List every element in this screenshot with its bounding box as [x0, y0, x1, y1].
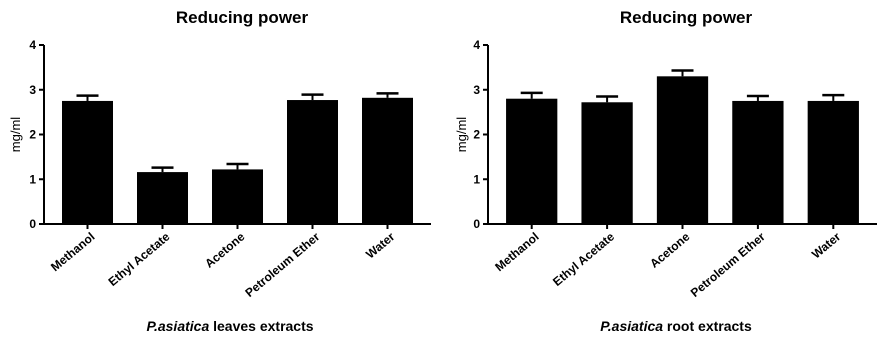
y-tick-label: 2 — [29, 128, 36, 142]
x-axis-caption: P.asiatica root extracts — [600, 318, 752, 334]
y-tick-label: 4 — [473, 38, 480, 52]
bar — [287, 100, 338, 224]
category-label: Methanol — [492, 230, 541, 275]
category-label: Acetone — [647, 229, 693, 270]
bar — [506, 98, 558, 224]
y-tick-label: 3 — [29, 83, 36, 97]
chart-panel-2: Reducing power mg/ml 0 1 2 3 4 Methanol Ethyl Ac… — [454, 8, 877, 334]
chart-title: Reducing power — [620, 8, 753, 27]
category-label: Petroleum Ether — [242, 229, 322, 300]
chart-panel-1: Reducing power mg/ml 0 1 2 3 4 Methanol Ethyl Ac… — [8, 8, 431, 334]
y-tick-label: 1 — [29, 172, 36, 186]
caption-rest: leaves extracts — [209, 318, 314, 334]
y-axis-label: mg/ml — [454, 117, 469, 153]
caption-rest: root extracts — [663, 318, 752, 334]
y-tick-label: 0 — [29, 217, 36, 231]
bar — [581, 102, 633, 224]
y-tick-label: 4 — [29, 38, 36, 52]
category-label: Methanol — [48, 230, 97, 275]
species-name: P.asiatica — [600, 318, 663, 334]
category-label: Ethyl Acetate — [106, 229, 173, 289]
bar — [137, 172, 188, 224]
category-label: Acetone — [202, 229, 248, 270]
chart-title: Reducing power — [176, 8, 309, 27]
y-tick-label: 0 — [473, 217, 480, 231]
y-tick-label: 3 — [473, 83, 480, 97]
bar — [656, 76, 709, 224]
bar — [362, 97, 413, 224]
y-tick-label: 1 — [473, 172, 480, 186]
species-name: P.asiatica — [146, 318, 209, 334]
category-label: Ethyl Acetate — [550, 229, 617, 289]
x-axis-caption: P.asiatica leaves extracts — [146, 318, 313, 334]
y-axis-label: mg/ml — [8, 117, 23, 153]
bar — [212, 169, 263, 224]
bar — [732, 100, 784, 224]
bar — [807, 100, 859, 224]
category-label: Water — [809, 229, 843, 261]
category-label: Petroleum Ether — [688, 229, 768, 300]
category-label: Water — [363, 229, 397, 261]
bar — [62, 100, 113, 224]
y-tick-label: 2 — [473, 128, 480, 142]
